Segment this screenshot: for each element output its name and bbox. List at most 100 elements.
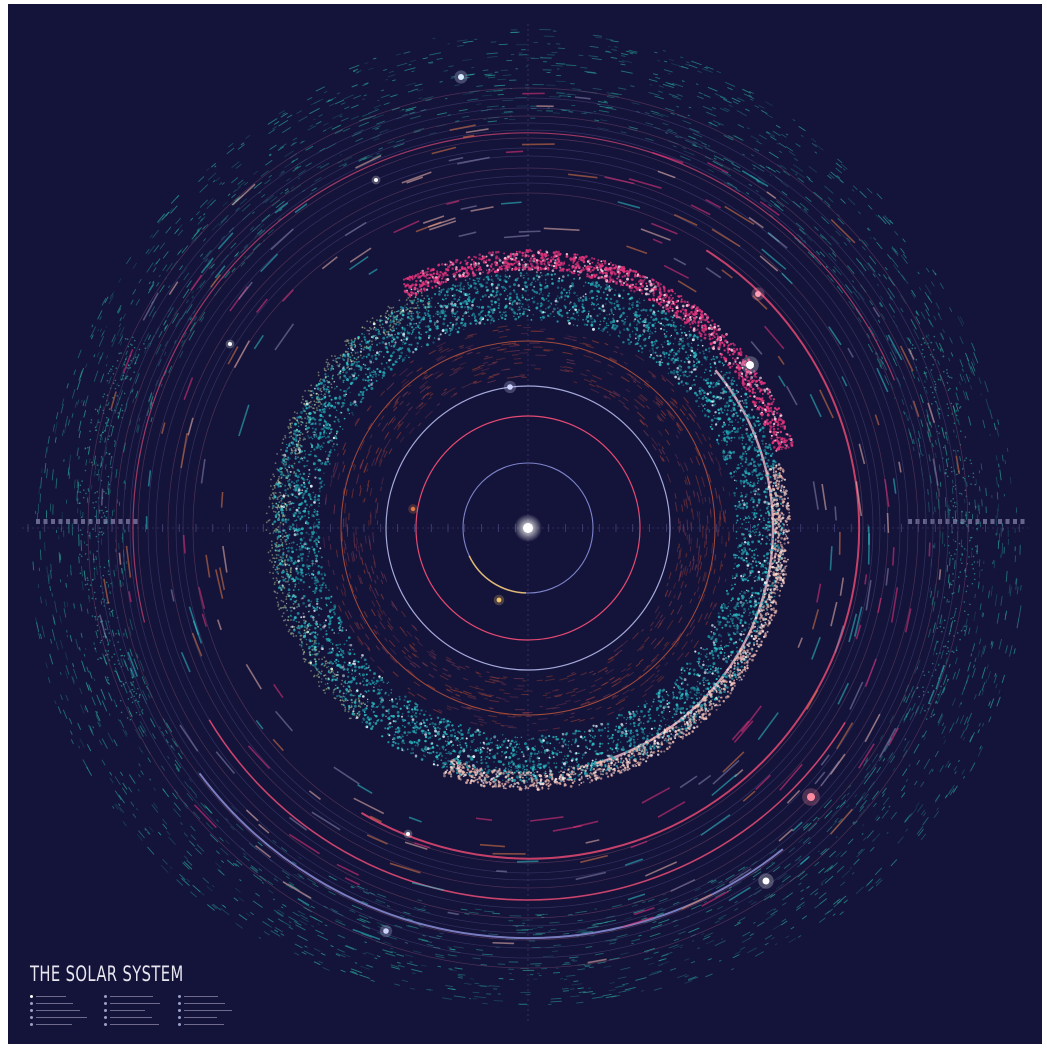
kuiper-cluster-dot: [943, 627, 945, 629]
kuiper-object: [292, 911, 300, 917]
kuiper-object: [869, 767, 877, 777]
asteroid: [327, 666, 330, 668]
kuiper-object: [959, 373, 963, 382]
kuiper-object: [476, 103, 482, 105]
asteroid: [393, 733, 396, 736]
kuiper-object: [818, 867, 825, 874]
kuiper-cluster-dot: [102, 431, 104, 434]
kuiper-object: [584, 70, 596, 74]
kuiper-object: [70, 569, 72, 576]
kuiper-object: [638, 934, 642, 937]
kuiper-object: [95, 714, 100, 722]
kuiper-object: [852, 280, 855, 283]
asteroid: [310, 576, 314, 580]
asteroid: [761, 534, 764, 537]
asteroid: [688, 330, 690, 332]
kuiper-object: [228, 142, 234, 148]
kuiper-object: [966, 712, 973, 724]
asteroid: [599, 288, 602, 290]
kuiper-object: [828, 252, 837, 262]
kuiper-object: [404, 954, 414, 958]
kuiper-object: [939, 282, 945, 290]
asteroid: [762, 517, 765, 520]
kuiper-object: [600, 119, 608, 122]
kuiper-object: [931, 596, 934, 606]
kuiper-object: [603, 965, 612, 968]
asteroid: [314, 387, 316, 390]
kuiper-object: [418, 97, 422, 100]
kuiper-object: [861, 246, 866, 251]
kuiper-object: [884, 266, 888, 271]
kuiper-cluster-dot: [79, 484, 82, 486]
asteroid: [307, 510, 310, 513]
asteroid: [407, 715, 410, 717]
kuiper-object: [955, 668, 961, 680]
asteroid: [424, 739, 427, 743]
kuiper-object: [934, 793, 941, 802]
kuiper-object: [411, 968, 423, 973]
kuiper-object: [707, 145, 711, 147]
kuiper-cluster-dot: [951, 650, 954, 653]
kuiper-object: [186, 850, 193, 857]
kuiper-cluster-dot: [87, 446, 89, 449]
asteroid: [368, 343, 370, 345]
kuiper-object: [82, 759, 89, 770]
asteroid: [762, 470, 765, 472]
kuiper-object: [998, 484, 1000, 488]
kuiper-cluster-dot: [96, 464, 99, 466]
kuiper-object: [882, 787, 887, 794]
kuiper-object: [662, 961, 670, 965]
kuiper-object: [235, 207, 240, 212]
kuiper-object: [900, 307, 904, 313]
asteroid: [560, 751, 563, 754]
kuiper-object: [1019, 544, 1021, 555]
kuiper-object: [863, 775, 871, 785]
kuiper-object: [222, 904, 227, 908]
kuiper-object: [313, 948, 321, 952]
kuiper-object: [294, 952, 300, 956]
asteroid: [755, 528, 758, 531]
kuiper-object: [866, 878, 874, 886]
kuiper-object: [733, 167, 741, 173]
kuiper-object: [709, 121, 713, 124]
asteroid: [507, 277, 510, 280]
asteroid: [761, 439, 764, 443]
kuiper-object: [605, 38, 614, 41]
asteroid: [433, 723, 437, 726]
asteroid: [523, 289, 526, 292]
asteroid: [348, 652, 352, 656]
kuiper-object: [219, 182, 223, 185]
kuiper-object: [569, 988, 575, 990]
kuiper-object: [597, 103, 601, 106]
kuiper-object: [252, 243, 261, 252]
asteroid: [763, 449, 767, 452]
kuiper-object: [937, 689, 942, 699]
kuiper-object: [902, 253, 907, 259]
kuiper-object: [445, 984, 454, 988]
kuiper-object: [189, 317, 192, 321]
kuiper-object: [832, 268, 836, 273]
asteroid: [459, 302, 463, 305]
kuiper-object: [859, 190, 867, 199]
kuiper-object: [591, 924, 597, 927]
kuiper-object: [515, 68, 519, 70]
kuiper-object: [861, 239, 865, 243]
kuiper-cluster-dot: [126, 375, 129, 378]
kuiper-object: [593, 110, 597, 113]
kuiper-object: [721, 170, 732, 177]
kuiper-object: [417, 923, 422, 926]
kuiper-object: [855, 258, 864, 267]
kuiper-object: [94, 646, 97, 653]
kuiper-cluster-dot: [121, 404, 123, 406]
kuiper-object: [841, 163, 848, 170]
kuiper-object: [231, 267, 236, 273]
kuiper-object: [960, 539, 962, 547]
kuiper-cluster-dot: [141, 709, 144, 711]
asteroid: [662, 688, 666, 692]
kuiper-object: [135, 698, 141, 709]
asteroid: [297, 506, 300, 509]
kuiper-object: [943, 735, 946, 739]
kuiper-object: [111, 369, 113, 372]
asteroid: [567, 316, 569, 318]
kuiper-object: [323, 90, 328, 94]
